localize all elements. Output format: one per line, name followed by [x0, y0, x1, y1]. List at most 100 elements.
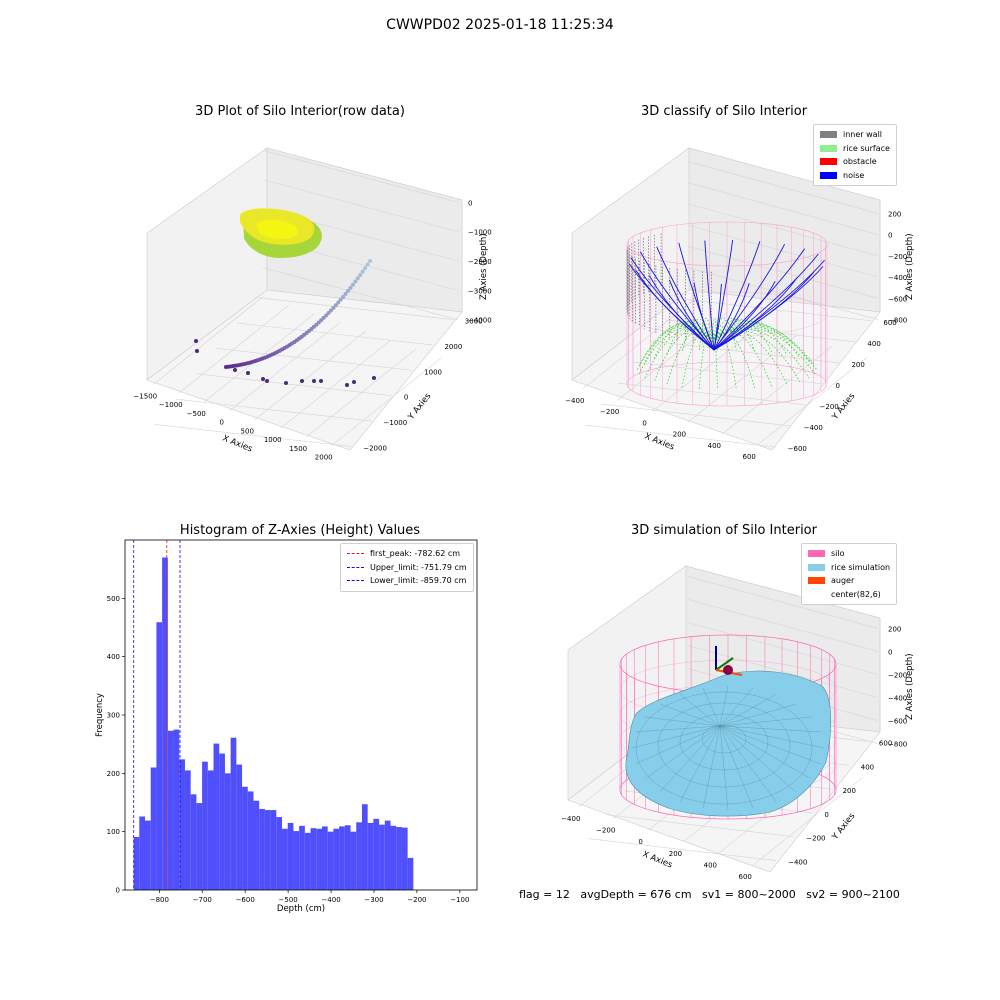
panel2-xlabel: X Axies	[643, 432, 676, 453]
z-tick-label: −200	[888, 671, 907, 679]
z-tick-label: 200	[888, 210, 901, 218]
rice-surface-line	[698, 317, 713, 352]
arc-point	[346, 288, 351, 293]
noise-line	[713, 239, 734, 351]
panel1-zlabel: Z Axies (Depth)	[479, 233, 489, 300]
mesh-line	[719, 703, 796, 727]
rice-surface-line	[681, 331, 713, 388]
panel1-outlier-points	[194, 339, 376, 387]
noise-line	[628, 263, 715, 351]
legend-item: first_peak: -782.62 cm	[347, 547, 467, 561]
panel3-xlabel: Depth (cm)	[277, 904, 325, 914]
panel2-title: 3D classify of Silo Interior	[640, 104, 808, 119]
y-tick-label: 0	[116, 887, 120, 895]
arc-point	[326, 310, 331, 315]
panel2-3d-classify: −400 −200 0 200 400 600 −600 −400 −200 0 200 400 600…	[565, 147, 915, 461]
noise-line	[656, 246, 715, 351]
figure-title: CWWPD02 2025-01-18 11:25:34	[386, 17, 614, 33]
x-tick-label: −300	[364, 896, 383, 904]
arc-point	[328, 308, 333, 313]
histogram-bar	[293, 831, 300, 890]
z-tick-label: 0	[468, 199, 472, 207]
mesh-line	[644, 716, 721, 727]
z-tick-label: −4000	[468, 317, 492, 325]
mesh-line	[719, 716, 812, 727]
arc-point	[343, 291, 348, 296]
y-tick-label: −400	[804, 424, 823, 432]
mesh-line	[719, 725, 796, 792]
x-tick-label: −200	[596, 827, 615, 835]
y-tick-label: −600	[788, 445, 807, 453]
x-tick-label: −400	[565, 397, 584, 405]
histogram-bar	[139, 816, 146, 890]
mesh-line	[644, 725, 721, 780]
mesh-line	[659, 725, 721, 792]
panel3-histogram: −800 −700 −600 −500 −400 −300 −200 −100 0 100 200…	[95, 539, 478, 914]
status-readout: flag = 12 avgDepth = 676 cm sv1 = 800~20…	[519, 888, 900, 901]
x-tick-label: 500	[241, 427, 254, 435]
outlier-point	[284, 381, 288, 385]
noise-line	[713, 243, 786, 351]
arc-point	[368, 259, 372, 263]
histogram-bar	[282, 828, 288, 890]
rice-surface-line	[698, 332, 713, 390]
histogram-bar	[316, 828, 322, 890]
noise-line	[630, 257, 715, 351]
noise-line	[713, 248, 805, 351]
histogram-bar	[327, 831, 334, 890]
legend-label: rice simulation	[831, 562, 891, 572]
x-tick-label: 2000	[315, 454, 333, 462]
histogram-bar	[350, 831, 357, 890]
histogram-bar	[310, 828, 317, 890]
mesh-ring	[701, 724, 747, 754]
histogram-bar	[253, 800, 260, 890]
arc-point	[363, 266, 368, 271]
legend-label: obstacle	[843, 157, 877, 167]
z-tick-label: −800	[888, 317, 907, 325]
rice-surface-line	[711, 332, 756, 390]
mesh-line	[719, 725, 777, 802]
y-tick-label: 400	[861, 763, 874, 771]
outlier-point	[261, 377, 265, 381]
x-tick-label: 200	[673, 431, 686, 439]
x-tick-label: 1000	[264, 436, 282, 444]
y-tick-label: 600	[879, 739, 892, 747]
histogram-bar	[367, 822, 374, 890]
arc-point	[348, 285, 353, 290]
arc-point	[336, 300, 341, 305]
x-tick-label: −400	[561, 815, 580, 823]
legend-label: center(82,6)	[831, 589, 881, 599]
panel1-3d-scatter: −1500−1000−5000500100015002000−2000−1000…	[133, 147, 492, 462]
x-tick-label: 0	[638, 838, 642, 846]
panel2-zlabel: Z Axies (Depth)	[905, 233, 915, 300]
histogram-bar	[213, 743, 220, 890]
mesh-line	[702, 688, 721, 727]
y-tick-label: 300	[107, 712, 120, 720]
panel4-title: 3D simulation of Silo Interior	[631, 523, 817, 538]
y-tick-label: 100	[107, 828, 120, 836]
y-tick-label: 0	[836, 382, 840, 390]
x-tick-label: 0	[642, 419, 646, 427]
legend-item: obstacle	[820, 155, 890, 169]
legend-item: auger	[808, 574, 890, 588]
mesh-line	[719, 694, 777, 727]
histogram-bar	[242, 786, 248, 890]
histogram-bar	[344, 825, 351, 890]
arc-point	[321, 315, 326, 320]
histogram-bar	[207, 770, 214, 890]
y-tick-label: −1000	[384, 419, 408, 427]
rice-surface-line	[711, 319, 788, 356]
outlier-point	[312, 379, 316, 383]
histogram-bar	[150, 767, 157, 890]
mesh-line	[719, 687, 753, 727]
z-tick-label: −3000	[468, 287, 492, 295]
x-tick-label: 400	[708, 442, 721, 450]
x-tick-label: −400	[321, 896, 340, 904]
histogram-bar	[190, 794, 197, 890]
rice-surface-line	[711, 318, 773, 353]
arc-point	[365, 262, 370, 267]
histogram-bar	[259, 808, 265, 890]
arc-point	[341, 294, 346, 299]
histogram-bar	[264, 810, 271, 890]
x-tick-label: −600	[236, 896, 255, 904]
